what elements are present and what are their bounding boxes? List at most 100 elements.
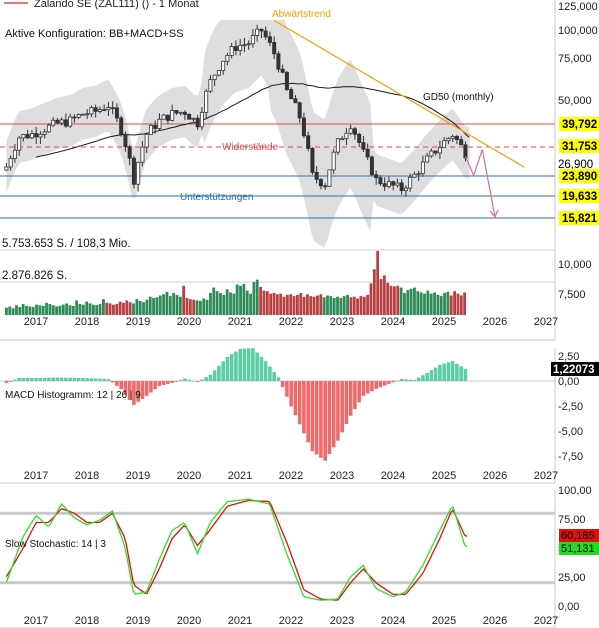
candle-body [340,138,345,141]
volume-bar [112,304,115,315]
volume-bar [289,294,293,315]
macd-histogram-bar [64,377,68,381]
x-tick-label: 2018 [75,316,99,328]
candle-body [17,137,22,151]
candle-body [352,128,357,135]
volume-bar [245,290,249,315]
candle-body [127,146,132,159]
x-tick-label: 2022 [279,316,303,328]
volume-bar [362,296,366,315]
volume-bar [239,285,242,315]
candle-body [318,178,323,187]
volume-bar [192,299,196,315]
volume-bar [138,300,142,315]
volume-bar [302,296,306,315]
price-label-15821: 15,821 [562,213,598,225]
macd-histogram-bar [242,348,247,381]
macd-histogram-bar [21,378,26,381]
volume-bar [242,283,246,315]
volume-bar [235,284,239,315]
volume-bar [456,293,460,315]
macd-histogram-bar [85,378,89,381]
candle-body [297,102,302,119]
candle-body [369,156,374,176]
x-tick-label: 2017 [24,316,48,328]
macd-histogram-bar [459,366,463,381]
volume-bar [372,269,376,315]
candle-body [191,117,196,120]
macd-histogram-bar [132,381,136,405]
x-tick-label: 2019 [126,316,150,328]
macd-histogram-bar [140,381,145,399]
candle-body [89,107,94,115]
volume-bar [38,305,42,315]
candle-body [59,119,64,124]
stoch-d-value-bg [559,529,599,542]
y-tick-label: 10,000 [558,259,592,271]
volume-bar [172,293,176,315]
volume-bar [158,295,162,315]
candle-body [374,174,379,179]
macd-histogram-bar [55,377,60,381]
volume-bar [8,306,12,315]
candle-body [165,114,170,121]
candle-body [255,28,260,36]
volume-bar [443,293,446,315]
price-label-bg [559,169,599,183]
macd-histogram-bar [251,348,255,381]
candle-body [182,111,187,115]
price-label-26900: 26,900 [558,159,593,171]
candle-body [51,119,56,126]
volume-bar [45,302,48,315]
volume-bar [41,305,45,315]
volume-bar [232,293,236,315]
candle-body [323,185,328,188]
volume-bar [148,296,152,315]
macd-histogram-bar [378,381,383,388]
volume-bar [78,304,82,315]
volume-bar [132,303,135,315]
candle-body [46,124,51,133]
volume-bar [453,291,456,315]
volume-bar [81,304,85,315]
macd-histogram-bar [395,380,400,382]
volume-bar [329,296,333,315]
x-tick-label: 2027 [534,316,558,328]
macd-histogram-bar [276,377,281,381]
y-tick-label: -5,00 [558,426,583,438]
macd-histogram-bar [51,377,55,381]
volume-bar [102,299,105,315]
candle-body [395,182,400,186]
volume-bar [178,296,182,315]
x-tick-label: 2025 [432,615,456,627]
candle-body [310,148,315,173]
stoch-d-value: 60,185 [561,530,595,542]
y-tick-label: 0,00 [558,376,579,388]
macd-histogram-bar [319,381,323,458]
volume-bar [95,305,99,315]
y-tick-label: -2,50 [558,401,583,413]
volume-bar [68,305,72,315]
macd-histogram-bar [463,368,468,381]
macd-histogram-bar [425,372,429,381]
x-tick-label: 2021 [228,615,252,627]
x-tick-label: 2023 [330,470,354,482]
macd-histogram-bar [161,381,166,385]
volume-bar [65,303,69,315]
candle-body [140,146,145,163]
macd-histogram-bar [302,381,306,434]
candle-body [55,119,60,124]
active-configuration: Aktive Konfiguration: BB+MACD+SS [5,28,184,40]
candle-body [34,133,39,138]
candle-body [144,133,149,148]
volume-bar [229,292,232,315]
y-tick-label: 75,00 [558,514,586,526]
candle-body [412,173,417,178]
projection-path [464,149,496,218]
candle-body [391,181,396,186]
macd-histogram-bar [246,348,251,381]
macd-histogram-bar [25,378,30,381]
candle-body [148,125,153,135]
volume-bar [168,296,172,315]
x-tick-label: 2025 [432,316,456,328]
